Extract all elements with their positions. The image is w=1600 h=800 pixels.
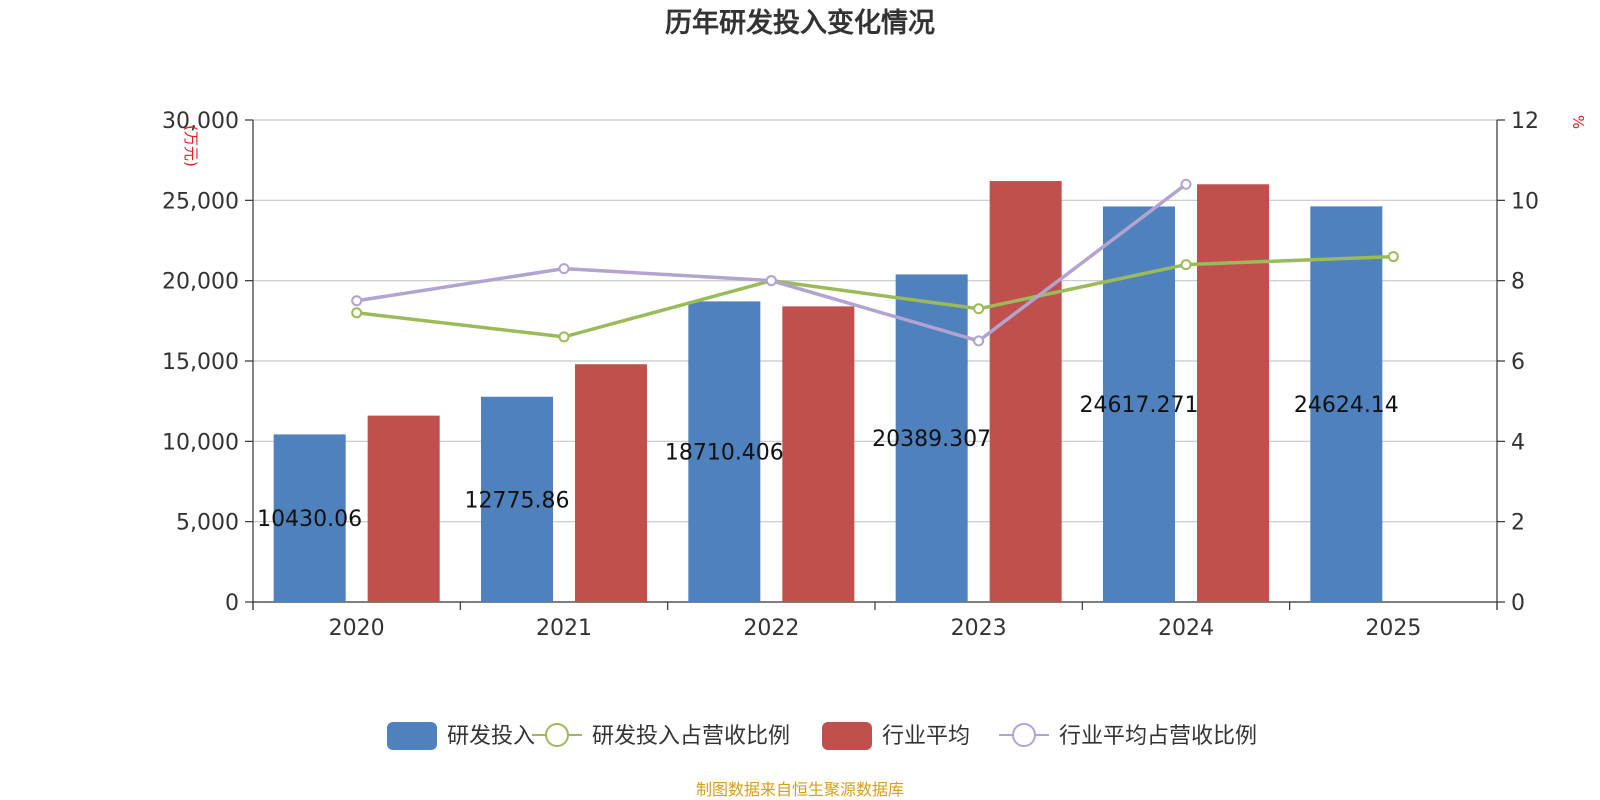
grid-lines — [253, 119, 1497, 523]
legend-label: 研发投入 — [447, 724, 535, 749]
y-right-unit: % — [1569, 115, 1587, 129]
bar-研发投入-2025[interactable] — [1310, 206, 1383, 603]
legend-item-行业平均占营收比例[interactable]: 行业平均占营收比例 — [999, 723, 1257, 749]
y-right-tick-label: 8 — [1511, 270, 1525, 295]
source-note: 制图数据来自恒生聚源数据库 — [696, 780, 904, 799]
bar-研发投入-2022[interactable] — [688, 301, 761, 602]
x-tick-label: 2023 — [951, 616, 1007, 641]
legend-marker — [1012, 723, 1036, 747]
legend-marker — [545, 723, 569, 747]
bar-研发投入-2020[interactable] — [273, 434, 346, 602]
x-tick-label: 2021 — [536, 616, 592, 641]
legend-item-行业平均[interactable]: 行业平均 — [822, 722, 970, 750]
lines — [351, 178, 1399, 347]
bar-行业平均-2021[interactable] — [575, 364, 647, 602]
y-right-tick-label: 2 — [1511, 511, 1525, 536]
legend-swatch — [822, 722, 872, 750]
y-left-tick-label: 10,000 — [162, 430, 239, 455]
point-行业平均占营收比例[interactable] — [1180, 178, 1192, 190]
chart-title: 历年研发投入变化情况 — [665, 7, 935, 39]
legend-item-研发投入占营收比例[interactable]: 研发投入占营收比例 — [532, 723, 790, 749]
bar-研发投入-2024[interactable] — [1103, 206, 1175, 602]
x-tick-label: 2022 — [743, 616, 799, 641]
bar-data-label: 12775.86 — [465, 488, 570, 513]
y-left-tick-label: 0 — [225, 591, 239, 616]
bars — [273, 181, 1383, 603]
x-tick-label: 2025 — [1365, 616, 1421, 641]
bar-行业平均-2022[interactable] — [782, 306, 855, 602]
bar-行业平均-2023[interactable] — [989, 181, 1062, 602]
bar-行业平均-2024[interactable] — [1197, 184, 1269, 602]
legend-label: 行业平均占营收比例 — [1059, 724, 1257, 749]
x-tick-label: 2020 — [329, 616, 385, 641]
bar-研发投入-2021[interactable] — [481, 396, 553, 602]
y-left-tick-label: 30,000 — [162, 109, 239, 134]
point-行业平均占营收比例[interactable] — [351, 295, 363, 307]
y-left-tick-label: 5,000 — [176, 511, 239, 536]
legend-label: 行业平均 — [882, 724, 970, 749]
point-行业平均占营收比例[interactable] — [558, 263, 570, 275]
line-研发投入占营收比例 — [356, 254, 1394, 339]
point-研发投入占营收比例[interactable] — [973, 303, 985, 315]
point-行业平均占营收比例[interactable] — [973, 335, 985, 347]
y-left-unit: (万元) — [182, 125, 200, 167]
x-tick-label: 2024 — [1158, 616, 1214, 641]
y-right-tick-label: 10 — [1511, 189, 1539, 214]
y-right-tick-label: 0 — [1511, 591, 1525, 616]
legend-swatch — [387, 722, 437, 750]
bar-data-label: 10430.06 — [257, 507, 362, 532]
bar-data-label: 24617.271 — [1080, 393, 1199, 418]
y-left-tick-label: 25,000 — [162, 189, 239, 214]
data-labels: 10430.06 12775.86 18710.406 20389.307 24617.… — [257, 393, 1399, 532]
legend-label: 研发投入占营收比例 — [592, 724, 790, 749]
bar-data-label: 24624.14 — [1294, 393, 1399, 418]
axes: 05,00010,00015,00020,00025,00030,0000246… — [162, 109, 1587, 641]
point-研发投入占营收比例[interactable] — [1387, 251, 1399, 263]
y-left-tick-label: 15,000 — [162, 350, 239, 375]
legend[interactable]: 研发投入 研发投入占营收比例 行业平均 行业平均占营收比例 — [387, 722, 1257, 750]
legend-item-研发投入[interactable]: 研发投入 — [387, 722, 535, 750]
y-right-tick-label: 4 — [1511, 430, 1525, 455]
bar-data-label: 18710.406 — [665, 441, 784, 466]
point-研发投入占营收比例[interactable] — [351, 307, 363, 319]
y-right-tick-label: 6 — [1511, 350, 1525, 375]
point-研发投入占营收比例[interactable] — [1180, 259, 1192, 271]
y-left-tick-label: 20,000 — [162, 270, 239, 295]
point-研发投入占营收比例[interactable] — [558, 331, 570, 343]
point-行业平均占营收比例[interactable] — [765, 275, 777, 287]
bar-行业平均-2020[interactable] — [367, 415, 440, 602]
bar-data-label: 20389.307 — [872, 427, 991, 452]
y-right-tick-label: 12 — [1511, 109, 1539, 134]
